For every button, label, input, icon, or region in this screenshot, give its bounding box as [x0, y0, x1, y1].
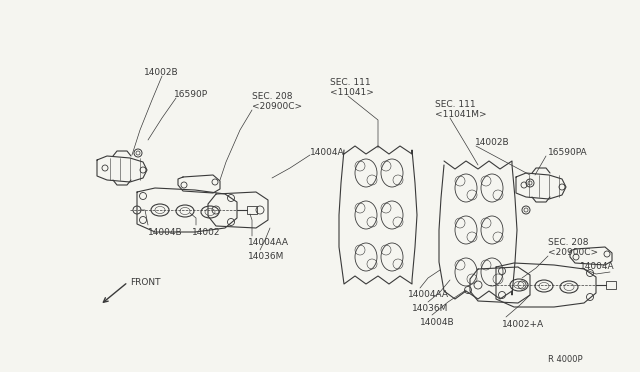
- Text: 14004A: 14004A: [310, 148, 344, 157]
- Text: 14004A: 14004A: [580, 262, 614, 271]
- Text: <20900C>: <20900C>: [548, 248, 598, 257]
- Text: <20900C>: <20900C>: [252, 102, 302, 111]
- Text: 16590P: 16590P: [174, 90, 208, 99]
- Text: 14002B: 14002B: [144, 68, 179, 77]
- Text: SEC. 111: SEC. 111: [435, 100, 476, 109]
- Text: SEC. 111: SEC. 111: [330, 78, 371, 87]
- Text: 14004B: 14004B: [420, 318, 454, 327]
- Text: 14036M: 14036M: [248, 252, 284, 261]
- Text: 14002B: 14002B: [475, 138, 509, 147]
- Text: 14002: 14002: [192, 228, 221, 237]
- Text: R 4000P: R 4000P: [548, 355, 582, 364]
- Text: <11041>: <11041>: [330, 88, 374, 97]
- Text: <11041M>: <11041M>: [435, 110, 486, 119]
- Text: SEC. 208: SEC. 208: [548, 238, 589, 247]
- Text: 16590PA: 16590PA: [548, 148, 588, 157]
- Text: 14004AA: 14004AA: [408, 290, 449, 299]
- Text: 14004B: 14004B: [148, 228, 182, 237]
- Text: FRONT: FRONT: [130, 278, 161, 287]
- Text: 14036M: 14036M: [412, 304, 449, 313]
- Text: SEC. 208: SEC. 208: [252, 92, 292, 101]
- Text: 14002+A: 14002+A: [502, 320, 544, 329]
- Text: 14004AA: 14004AA: [248, 238, 289, 247]
